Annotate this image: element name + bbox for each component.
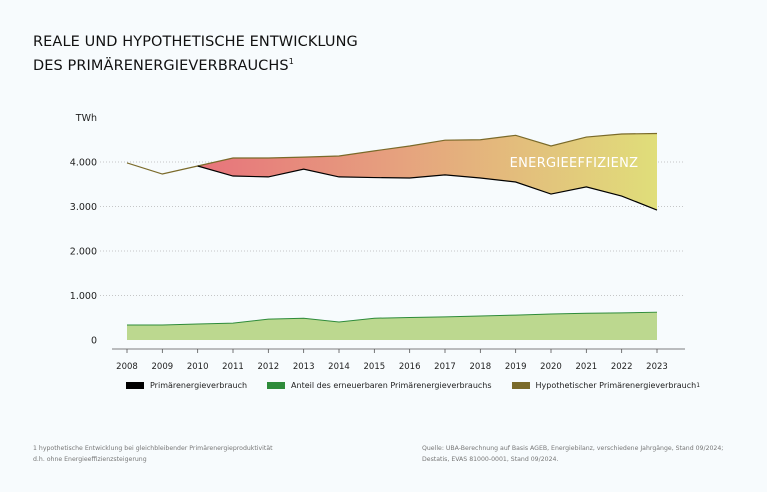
x-tick-label: 2020 (540, 362, 562, 372)
legend-item-renewable: Anteil des erneuerbaren Primärenergiever… (267, 381, 492, 390)
x-tick-label: 2017 (434, 362, 456, 372)
x-tick-label: 2023 (646, 362, 668, 372)
legend-swatch (267, 382, 286, 389)
area-chart: ENERGIEEFFIZIENZ 0 1.000 2.000 3.000 4.000 TW… (70, 113, 685, 372)
footnote-line: 1 hypothetische Entwicklung bei gleichbl… (33, 445, 273, 452)
title-footnote-mark: 1 (288, 57, 294, 66)
x-tick-label: 2013 (293, 362, 315, 372)
y-tick-label: 2.000 (70, 247, 97, 258)
renewable-line (127, 311, 658, 326)
title-line-1: REALE UND HYPOTHETISCHE ENTWICKLUNG (33, 34, 358, 50)
y-tick-label: 4.000 (70, 158, 97, 169)
x-tick-label: 2015 (364, 362, 386, 372)
y-tick-label: 3.000 (70, 202, 97, 213)
legend-item-hypothetical: Hypothetischer Primärenergieverbrauch 1 (511, 381, 701, 390)
source-line: Destatis, EVAS 81000-0001, Stand 09/2024… (422, 456, 559, 463)
y-tick-label: 0 (91, 336, 97, 347)
x-tick-label: 2022 (611, 362, 633, 372)
x-tick-label: 2008 (116, 362, 138, 372)
x-tick-label: 2018 (470, 362, 492, 372)
legend-swatch (511, 382, 530, 389)
legend-label: Primärenergieverbrauch (150, 381, 248, 390)
legend-item-primary: Primärenergieverbrauch (126, 381, 247, 390)
footnote-line: d.h. ohne Energieeffizienzsteigerung (33, 456, 147, 463)
x-tick-label: 2012 (258, 362, 280, 372)
renewable-area (127, 312, 657, 340)
source-note: Quelle: UBA-Berechnung auf Basis AGEB, E… (422, 443, 723, 465)
y-tick-label: 1.000 (70, 291, 97, 302)
x-tick-label: 2019 (505, 362, 527, 372)
x-tick-label: 2021 (576, 362, 598, 372)
x-tick-label: 2014 (328, 362, 350, 372)
hypothetical-line (126, 132, 658, 175)
legend-label: Hypothetischer Primärenergieverbrauch (535, 381, 697, 390)
legend-label: Anteil des erneuerbaren Primärenergiever… (291, 381, 492, 390)
x-tick-label: 2010 (187, 362, 209, 372)
title-line-2: DES PRIMÄRENERGIEVERBRAUCHS (33, 57, 289, 74)
x-tick-label: 2016 (399, 362, 421, 372)
legend-swatch (126, 382, 144, 389)
energieeffizienz-label: ENERGIEEFFIZIENZ (510, 156, 639, 171)
primary-line (197, 165, 658, 211)
x-tick-label: 2009 (152, 362, 174, 372)
y-axis-label: TWh (75, 113, 97, 124)
x-tick-label: 2011 (222, 362, 244, 372)
footnote: 1 hypothetische Entwicklung bei gleichbl… (33, 443, 273, 465)
chart-title: REALE UND HYPOTHETISCHE ENTWICKLUNG DES P… (33, 33, 358, 76)
source-line: Quelle: UBA-Berechnung auf Basis AGEB, E… (422, 445, 724, 452)
efficiency-gap-area (127, 133, 657, 211)
legend: Primärenergieverbrauch Anteil des erneue… (126, 381, 720, 390)
legend-footnote-mark: 1 (696, 382, 701, 389)
